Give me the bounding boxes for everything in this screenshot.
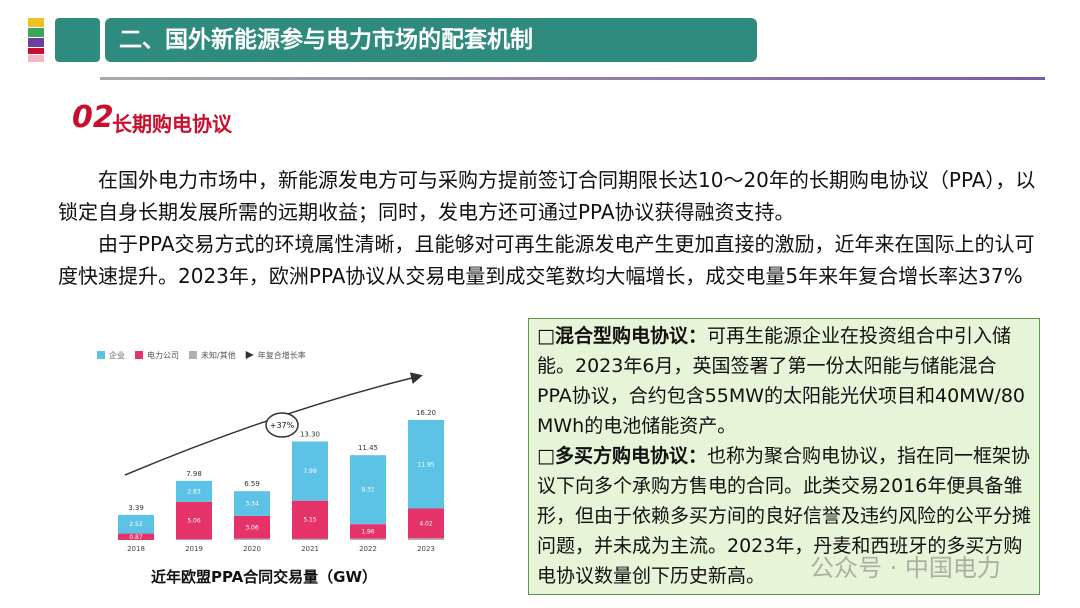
segment-label: 2.52 <box>129 521 143 528</box>
section-title: 长期购电协议 <box>112 112 232 136</box>
segment-label: 4.02 <box>419 520 433 527</box>
x-tick-label: 2020 <box>243 545 261 553</box>
trend-label: +37% <box>270 421 295 430</box>
icon <box>55 18 100 62</box>
bar-segment <box>350 524 386 539</box>
segment-label: 3.06 <box>245 524 259 531</box>
segment-label: 1.96 <box>361 528 375 535</box>
legend-label: 电力公司 <box>147 350 179 360</box>
note-text: 也称为聚合购电协议，指在同一框架协议下向多个承购方售电的合同。此类交易2016年… <box>537 445 1032 587</box>
body-text: 在国外电力市场中，新能源发电方可与采购方提前签订合同期限长达10～20年的长期购… <box>58 164 1048 292</box>
header-title: 二、国外新能源参与电力市场的配套机制 <box>105 18 757 62</box>
bar-segment <box>292 538 328 540</box>
bar-segment <box>292 441 328 501</box>
segment-label: 5.15 <box>303 517 317 524</box>
segment-label: 11.95 <box>417 461 434 468</box>
x-tick-label: 2019 <box>185 545 203 553</box>
stripe <box>28 28 44 37</box>
bar-segment <box>408 420 444 509</box>
note: □混合型购电协议：可再生能源企业在投资组合中引入储能。2023年6月，英国签署了… <box>537 321 1031 441</box>
total-label: 11.45 <box>358 444 378 452</box>
total-label: 7.98 <box>186 470 202 478</box>
legend-swatch <box>97 351 105 359</box>
bar-segment <box>234 515 270 539</box>
legend-label: 未知/其他 <box>201 350 236 360</box>
stripe <box>28 38 44 47</box>
stripe <box>28 18 44 27</box>
total-label: 3.39 <box>128 504 144 512</box>
trend-arrow <box>124 372 423 476</box>
bar-segment <box>292 500 328 539</box>
section-number: 02 <box>72 100 114 135</box>
total-label: 13.30 <box>300 430 320 438</box>
bar-segment <box>350 538 386 540</box>
total-label: 16.20 <box>416 409 436 417</box>
bar-segment <box>118 514 154 534</box>
segment-label: 0.87 <box>129 534 143 541</box>
bar-segment <box>118 533 154 540</box>
x-tick-label: 2018 <box>127 545 145 553</box>
bar-segment <box>176 539 212 540</box>
paragraph: 由于PPA交易方式的环境属性清晰，且能够对可再生能源发电产生更加直接的激励，近年… <box>58 232 1035 288</box>
chart-title: 近年欧盟PPA合同交易量（GW） <box>151 568 377 586</box>
note-term: □多买方购电协议： <box>537 445 707 467</box>
legend-label: 年复合增长率 <box>258 350 306 360</box>
legend-label: 企业 <box>109 350 125 360</box>
segment-label: 5.06 <box>187 518 201 525</box>
stripe <box>28 48 44 54</box>
paragraph: 在国外电力市场中，新能源发电方可与采购方提前签订合同期限长达10～20年的长期购… <box>58 168 1036 224</box>
segment-label: 9.31 <box>361 487 375 494</box>
total-label: 6.59 <box>244 480 260 488</box>
bar-segment <box>408 508 444 539</box>
trend-badge <box>265 412 299 438</box>
bar-segment <box>176 501 212 540</box>
segment-label: 2.83 <box>187 488 201 495</box>
bar-segment <box>234 491 270 516</box>
watermark: 公众号 · 中国电力 <box>810 554 1001 582</box>
segment-label: 7.99 <box>303 468 317 475</box>
x-tick-label: 2023 <box>417 545 435 553</box>
bar-segment <box>408 538 444 540</box>
note-box: □混合型购电协议：可再生能源企业在投资组合中引入储能。2023年6月，英国签署了… <box>528 318 1040 595</box>
stripe <box>28 55 44 62</box>
bar-segment <box>350 455 386 525</box>
note-text: 可再生能源企业在投资组合中引入储能。2023年6月，英国签署了第一份太阳能与储能… <box>537 325 1025 437</box>
bar-segment <box>176 480 212 502</box>
legend-swatch <box>135 351 143 359</box>
x-tick-label: 2022 <box>359 545 377 553</box>
bar-segment <box>234 538 270 540</box>
note-term: □混合型购电协议： <box>537 325 707 347</box>
x-tick-label: 2021 <box>301 545 319 553</box>
segment-label: 3.34 <box>245 501 259 508</box>
note: □多买方购电协议：也称为聚合购电协议，指在同一框架协议下向多个承购方售电的合同。… <box>537 441 1031 591</box>
divider <box>100 77 1045 80</box>
legend-swatch <box>189 351 197 359</box>
